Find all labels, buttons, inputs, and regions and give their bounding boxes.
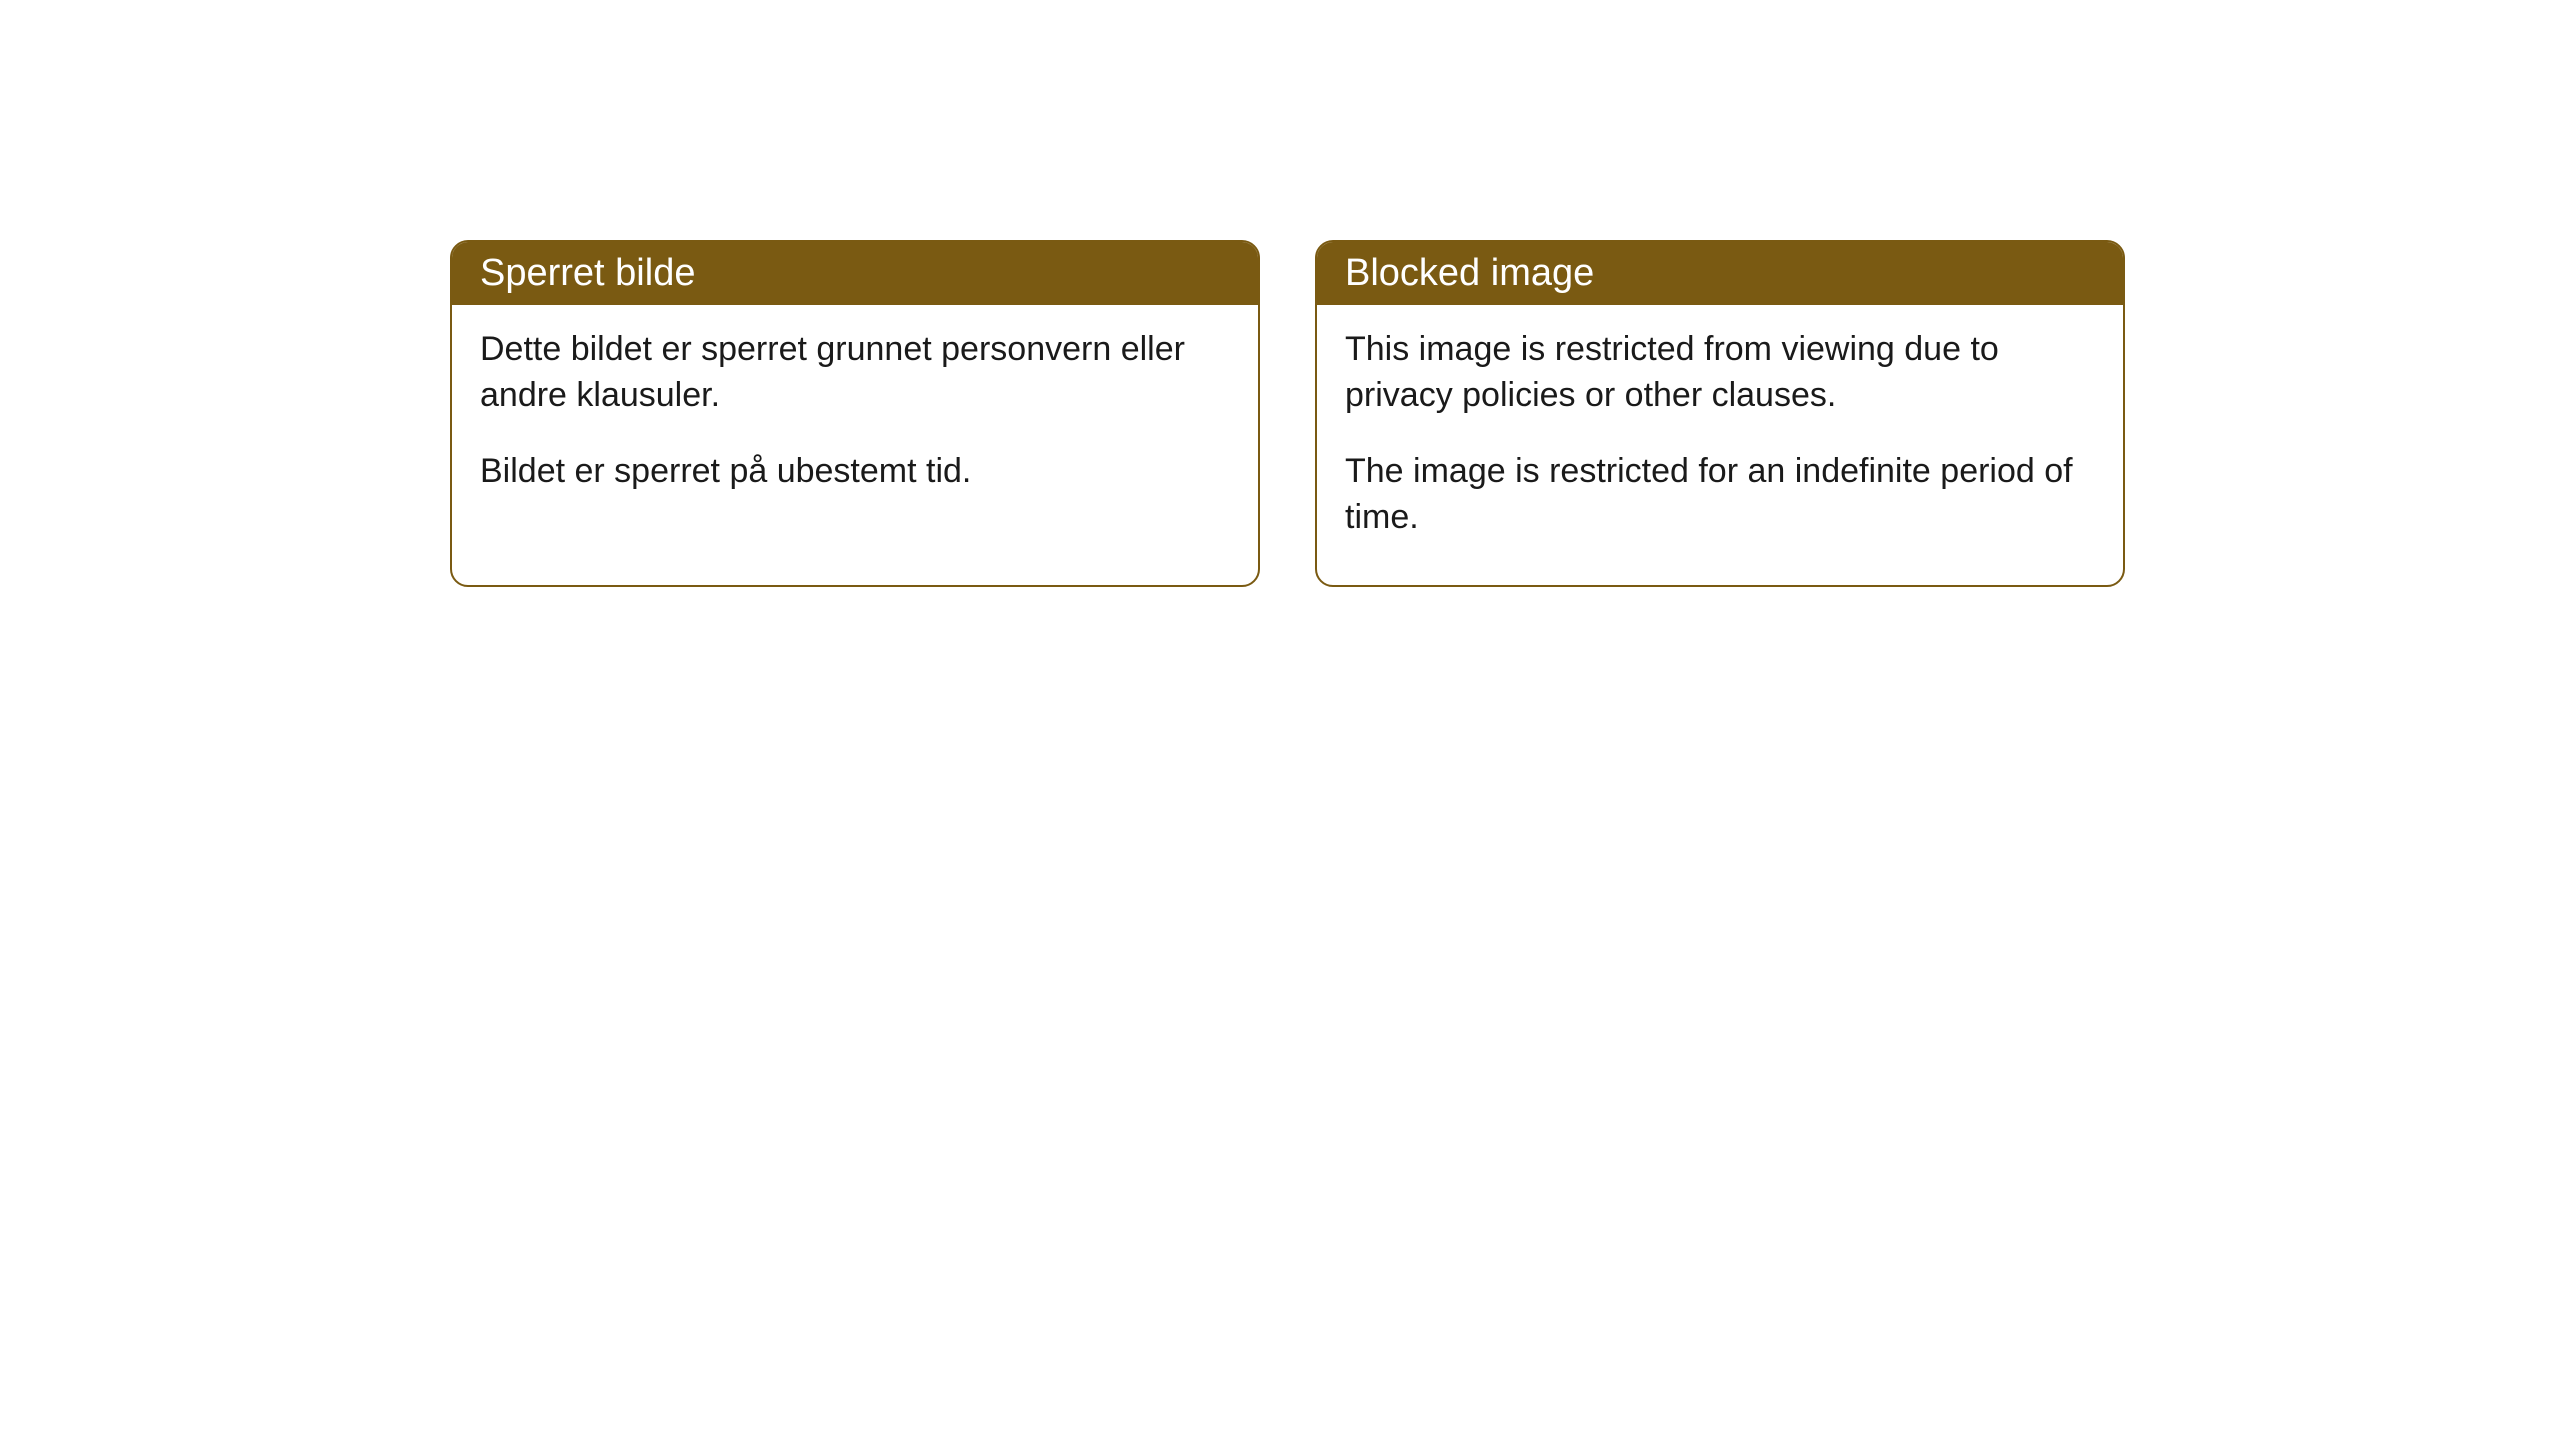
- card-text-english-p2: The image is restricted for an indefinit…: [1345, 449, 2095, 541]
- card-body-norwegian: Dette bildet er sperret grunnet personve…: [452, 305, 1258, 539]
- card-norwegian: Sperret bilde Dette bildet er sperret gr…: [450, 240, 1260, 587]
- card-title-norwegian: Sperret bilde: [480, 252, 695, 294]
- card-english: Blocked image This image is restricted f…: [1315, 240, 2125, 587]
- cards-container: Sperret bilde Dette bildet er sperret gr…: [450, 240, 2560, 587]
- card-text-english-p1: This image is restricted from viewing du…: [1345, 327, 2095, 419]
- card-text-norwegian-p2: Bildet er sperret på ubestemt tid.: [480, 449, 1230, 495]
- card-header-norwegian: Sperret bilde: [452, 242, 1258, 305]
- card-body-english: This image is restricted from viewing du…: [1317, 305, 2123, 585]
- card-title-english: Blocked image: [1345, 252, 1594, 294]
- card-text-norwegian-p1: Dette bildet er sperret grunnet personve…: [480, 327, 1230, 419]
- card-header-english: Blocked image: [1317, 242, 2123, 305]
